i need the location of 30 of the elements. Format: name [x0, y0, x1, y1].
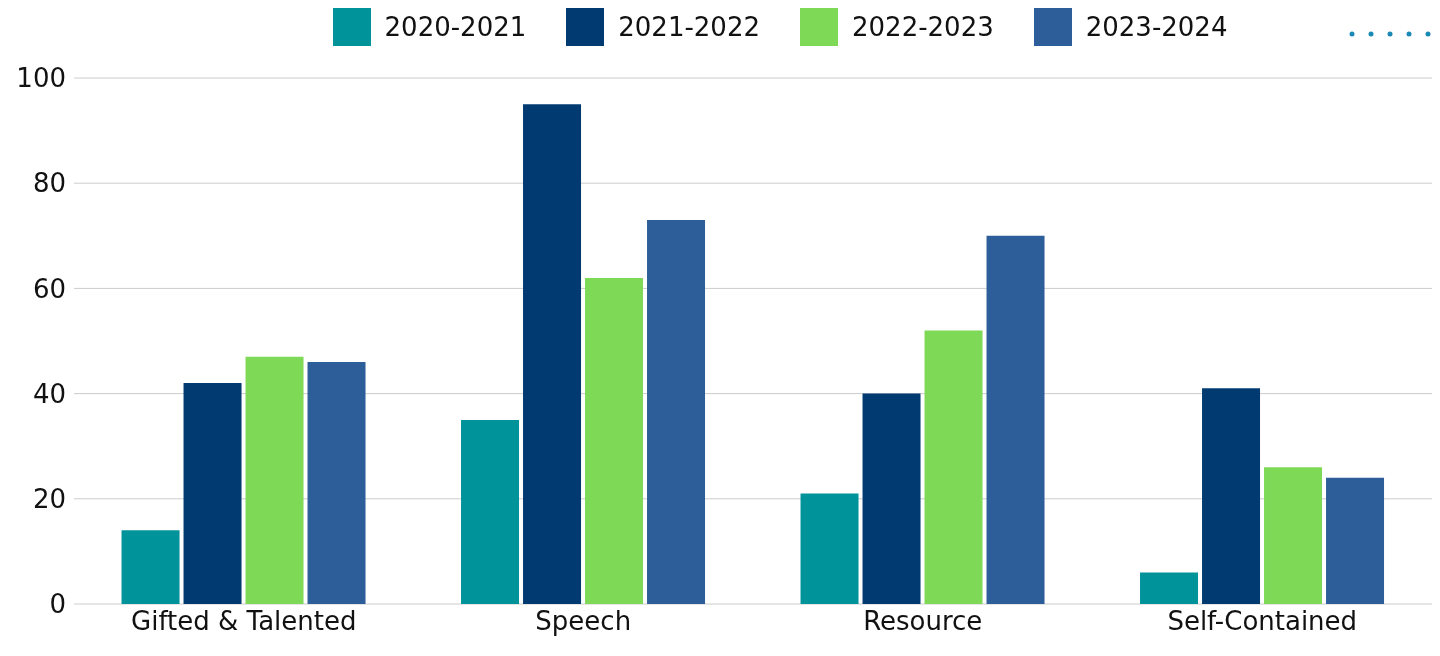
- bar: [800, 493, 859, 604]
- bar: [523, 104, 582, 604]
- y-tick-label: 40: [32, 378, 66, 409]
- bar: [585, 277, 644, 604]
- legend-label: 2021-2022: [618, 12, 760, 42]
- bar: [1326, 477, 1385, 604]
- bar: [986, 235, 1045, 604]
- bar: [647, 220, 706, 604]
- legend-label: 2020-2021: [384, 12, 527, 42]
- bar: [1140, 572, 1199, 604]
- y-tick-label: 80: [32, 168, 66, 199]
- y-tick-label: 100: [16, 63, 66, 94]
- bar: [461, 419, 520, 604]
- bar: [307, 362, 366, 604]
- y-tick-label: 60: [32, 273, 66, 304]
- bar: [924, 330, 983, 604]
- legend-label: 2022-2023: [852, 12, 994, 42]
- x-tick-label: Self-Contained: [1167, 606, 1358, 637]
- bar: [245, 356, 304, 604]
- bar: [862, 393, 921, 604]
- legend-label: 2023-2024: [1085, 12, 1228, 42]
- x-tick-label: Resource: [863, 606, 983, 637]
- y-tick-label: 0: [49, 589, 66, 620]
- bar: [121, 530, 180, 604]
- x-tick-label: Gifted & Talented: [131, 606, 357, 637]
- bar: [1202, 388, 1261, 604]
- x-tick-label: Speech: [535, 606, 632, 637]
- y-tick-label: 20: [32, 484, 66, 515]
- bar: [1264, 467, 1323, 604]
- bar: [183, 383, 242, 604]
